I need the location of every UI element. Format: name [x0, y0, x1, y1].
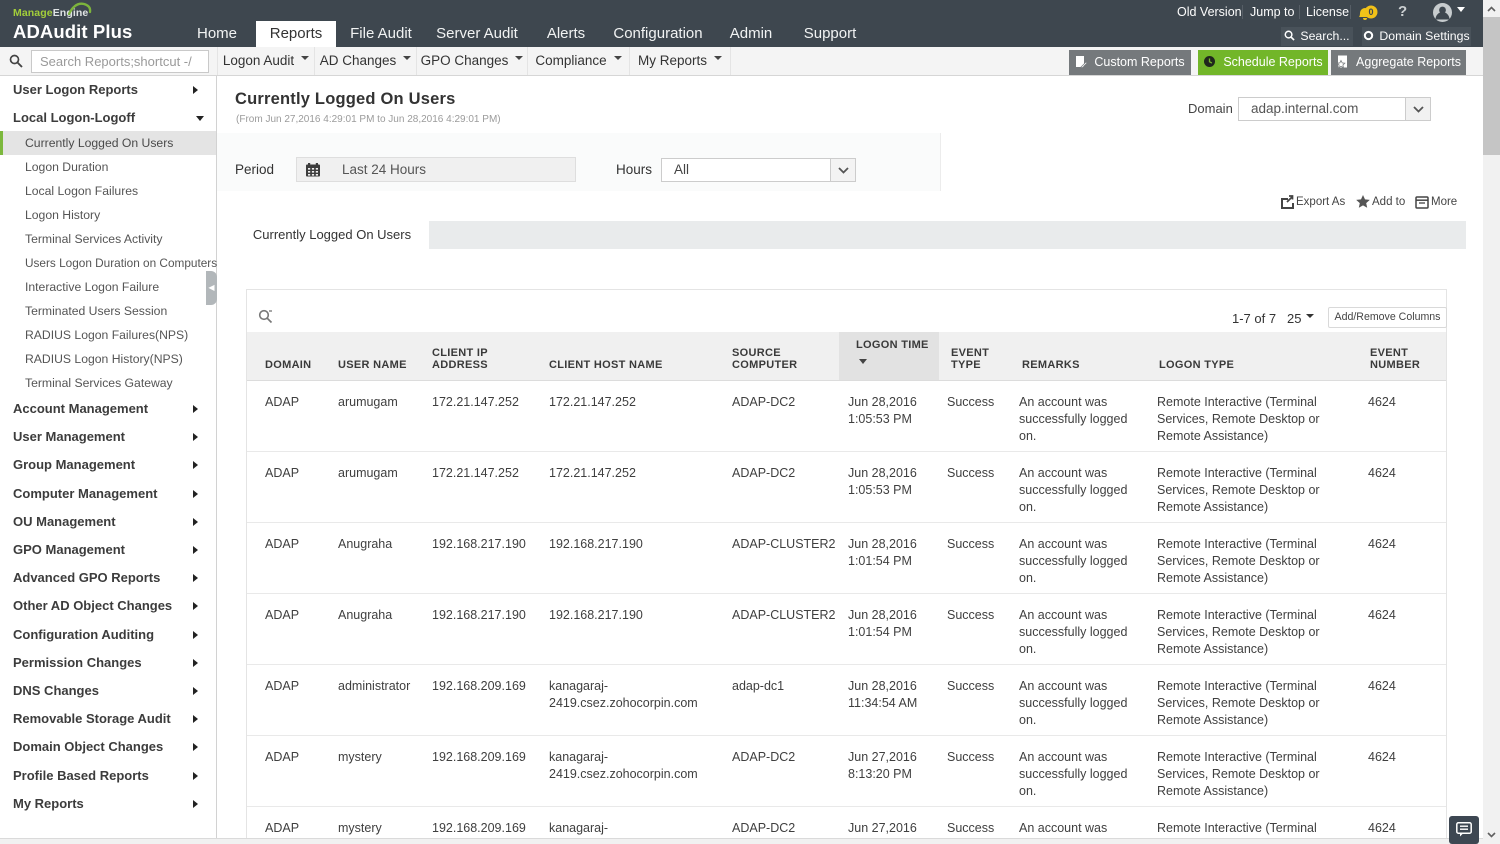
svg-text:0: 0 [1368, 7, 1373, 17]
